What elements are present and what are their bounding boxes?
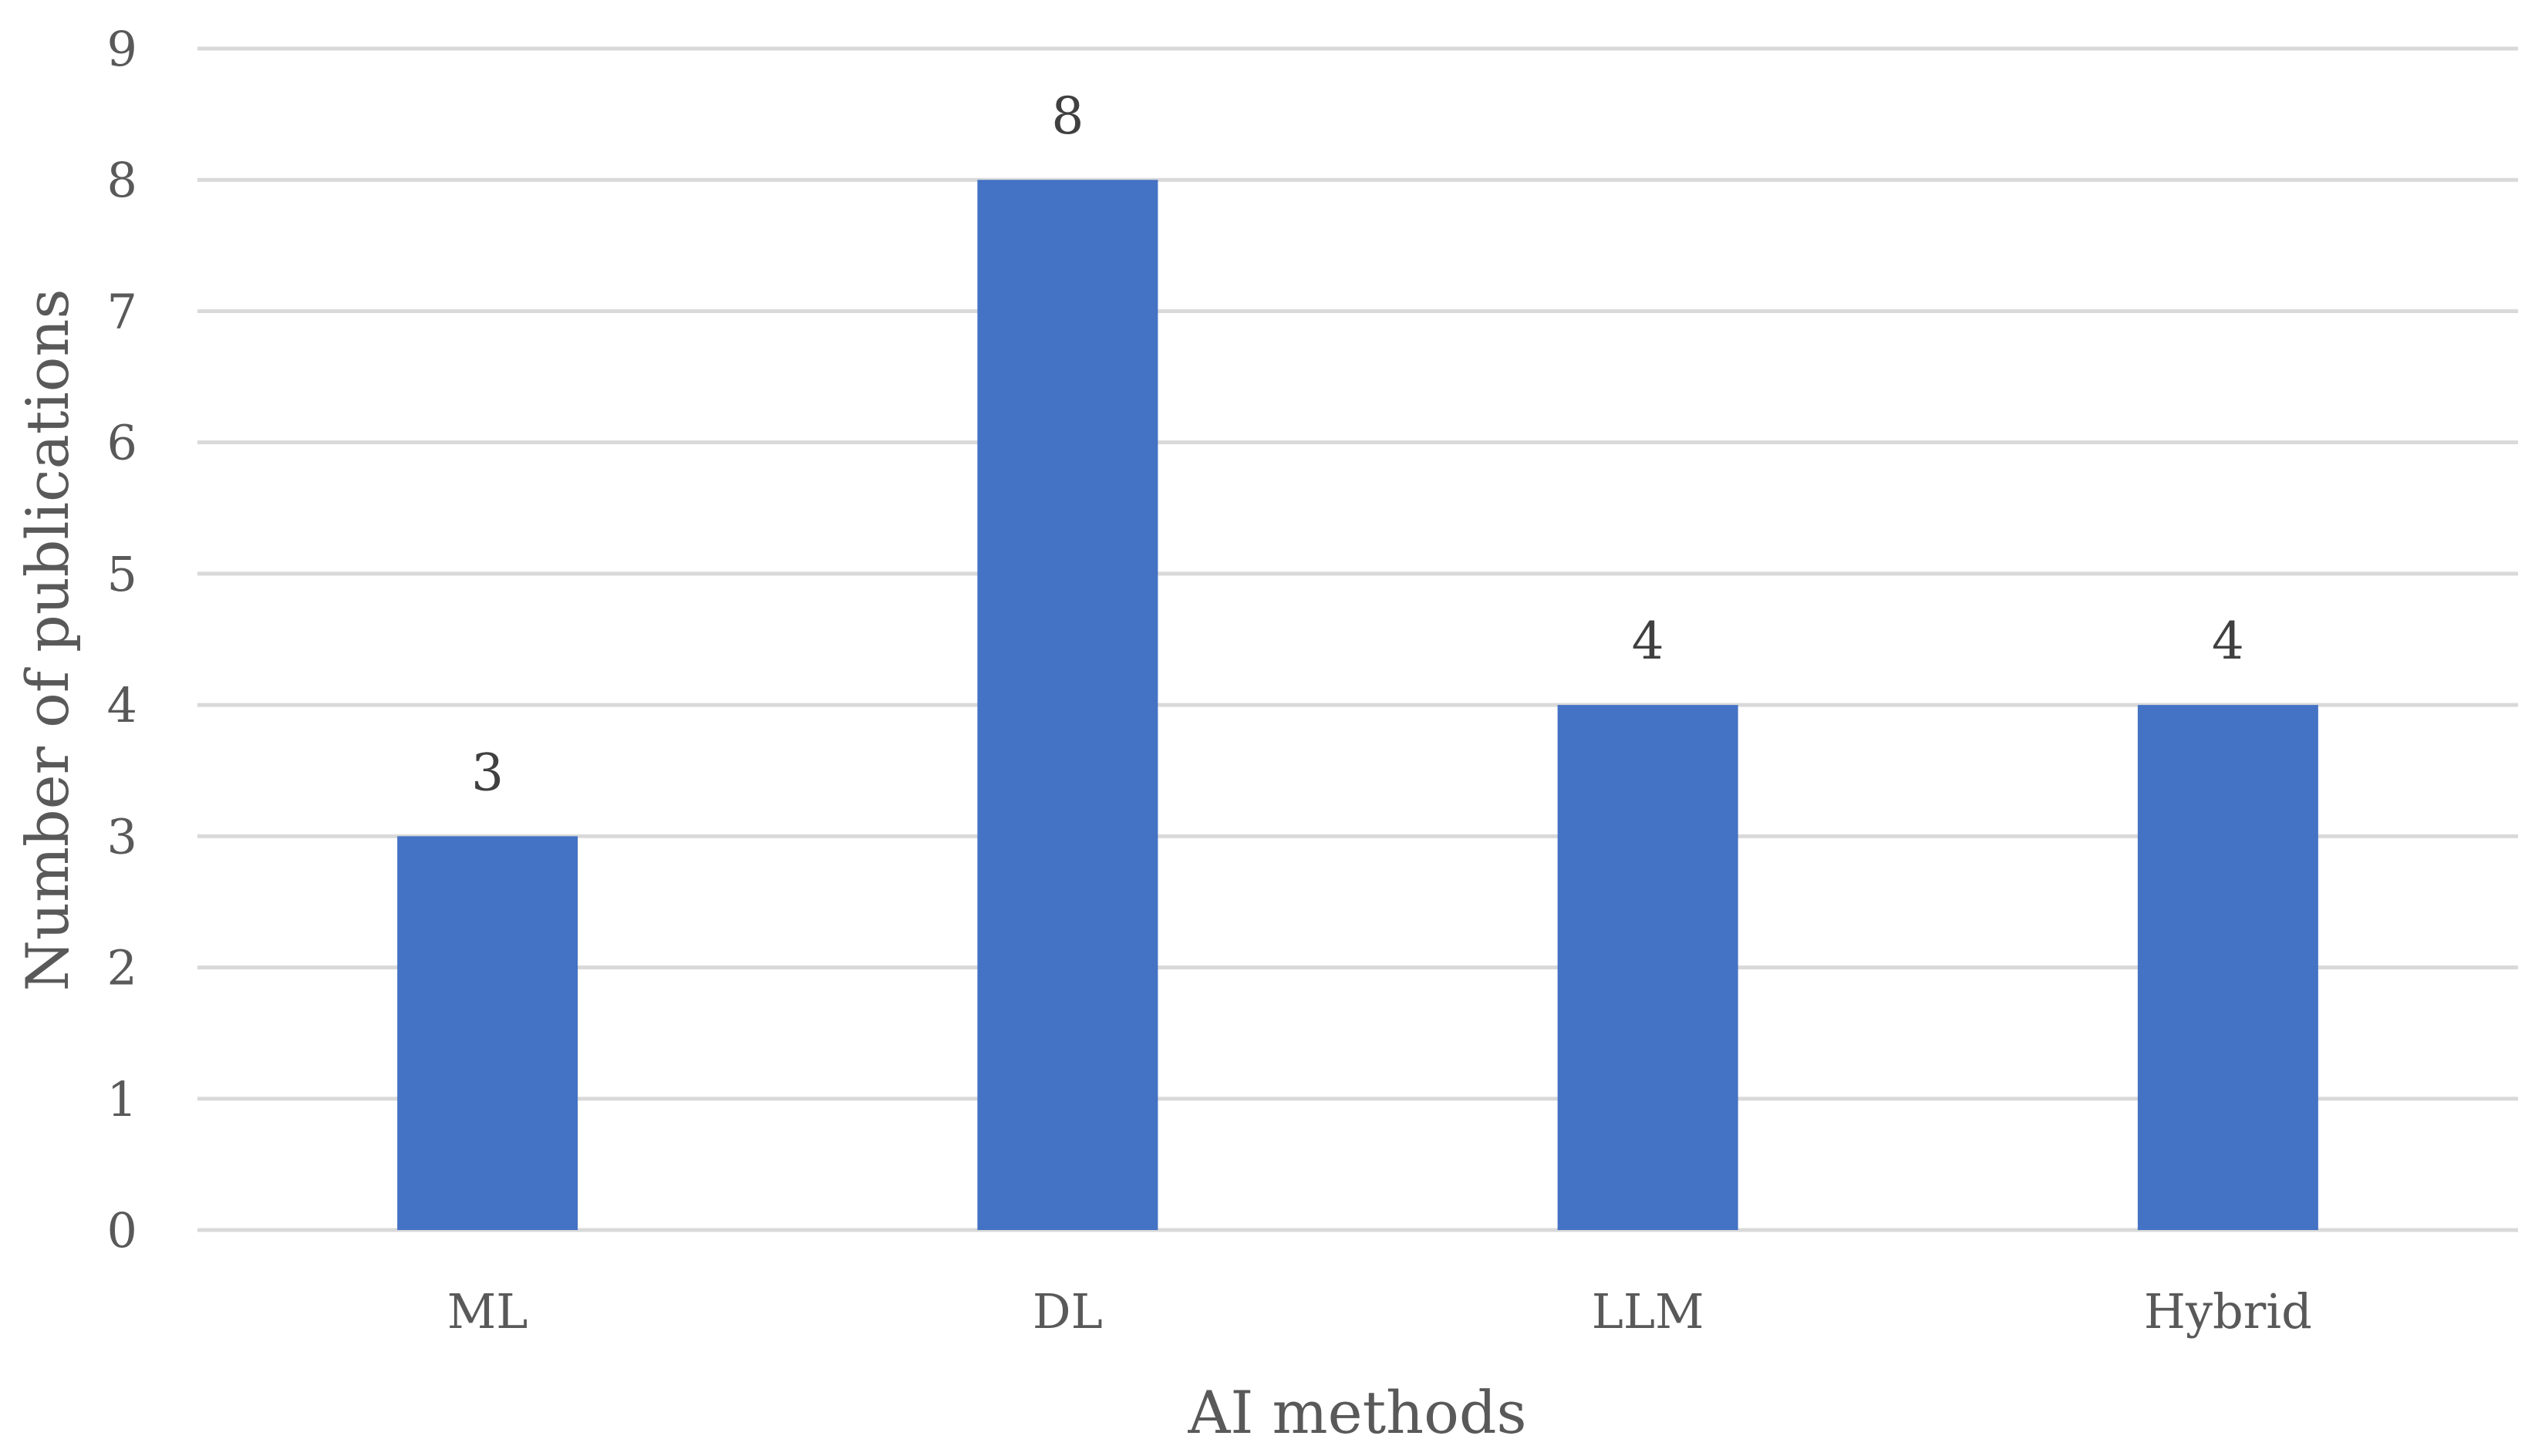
data-label-ml: 3 [471, 743, 504, 802]
bar-llm [1557, 705, 1738, 1230]
y-tick-label: 7 [107, 283, 137, 339]
y-axis-title: Number of publications [13, 289, 82, 992]
x-tick-label-llm: LLM [1592, 1283, 1704, 1340]
bar-hybrid [2137, 705, 2318, 1230]
bars [397, 180, 2318, 1231]
data-label-hybrid: 4 [2212, 612, 2244, 671]
data-label-llm: 4 [1632, 612, 1664, 671]
y-tick-label: 2 [107, 940, 137, 996]
y-tick-label: 5 [107, 546, 137, 602]
x-axis-ticks: ML DL LLM Hybrid [447, 1283, 2312, 1340]
y-tick-label: 0 [107, 1202, 137, 1259]
data-labels: 3 8 4 4 [471, 86, 2244, 802]
y-tick-label: 1 [107, 1071, 137, 1127]
gridlines [197, 46, 2518, 1232]
y-tick-label: 4 [107, 677, 137, 733]
x-tick-label-dl: DL [1033, 1283, 1103, 1340]
y-axis-ticks: 0 1 2 3 4 5 6 7 8 9 [107, 21, 137, 1259]
x-tick-label-hybrid: Hybrid [2144, 1283, 2312, 1340]
y-tick-label: 9 [107, 21, 137, 77]
x-axis-title: AI methods [1187, 1378, 1526, 1447]
y-tick-label: 3 [107, 808, 137, 865]
bar-dl [977, 180, 1158, 1231]
y-tick-label: 6 [107, 415, 137, 471]
y-tick-label: 8 [107, 152, 137, 208]
x-tick-label-ml: ML [447, 1283, 528, 1340]
data-label-dl: 8 [1051, 86, 1084, 146]
bar-ml [397, 836, 578, 1230]
